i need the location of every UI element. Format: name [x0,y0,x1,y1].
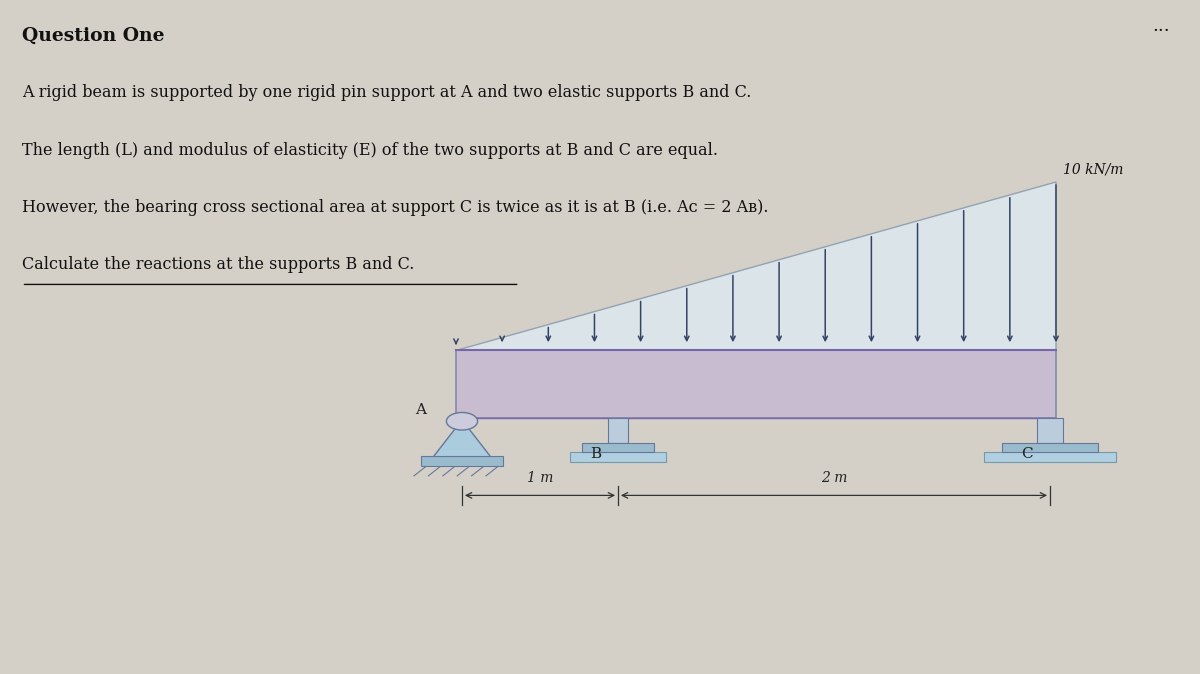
Text: A: A [415,403,426,417]
Text: 2 m: 2 m [821,470,847,485]
Text: 10 kN/m: 10 kN/m [1063,162,1123,177]
Text: Question One: Question One [22,27,164,45]
Text: 1 m: 1 m [527,470,553,485]
Bar [570,452,666,462]
Text: Calculate the reactions at the supports B and C.: Calculate the reactions at the supports … [22,256,414,273]
Text: However, the bearing cross sectional area at support C is twice as it is at B (i: However, the bearing cross sectional are… [22,199,768,216]
Text: C: C [1021,447,1033,461]
Text: B: B [590,447,601,461]
Text: The length (L) and modulus of elasticity (E) of the two supports at B and C are : The length (L) and modulus of elasticity… [22,142,718,158]
Bar [421,456,503,466]
Bar [582,443,654,452]
Bar [608,418,628,443]
Polygon shape [456,182,1056,350]
Polygon shape [433,420,491,457]
Bar [984,452,1116,462]
Bar [1037,418,1063,443]
Bar [456,350,1056,418]
Text: A rigid beam is supported by one rigid pin support at A and two elastic supports: A rigid beam is supported by one rigid p… [22,84,751,101]
Text: ...: ... [1152,17,1170,35]
Bar [1002,443,1098,452]
Circle shape [446,412,478,430]
